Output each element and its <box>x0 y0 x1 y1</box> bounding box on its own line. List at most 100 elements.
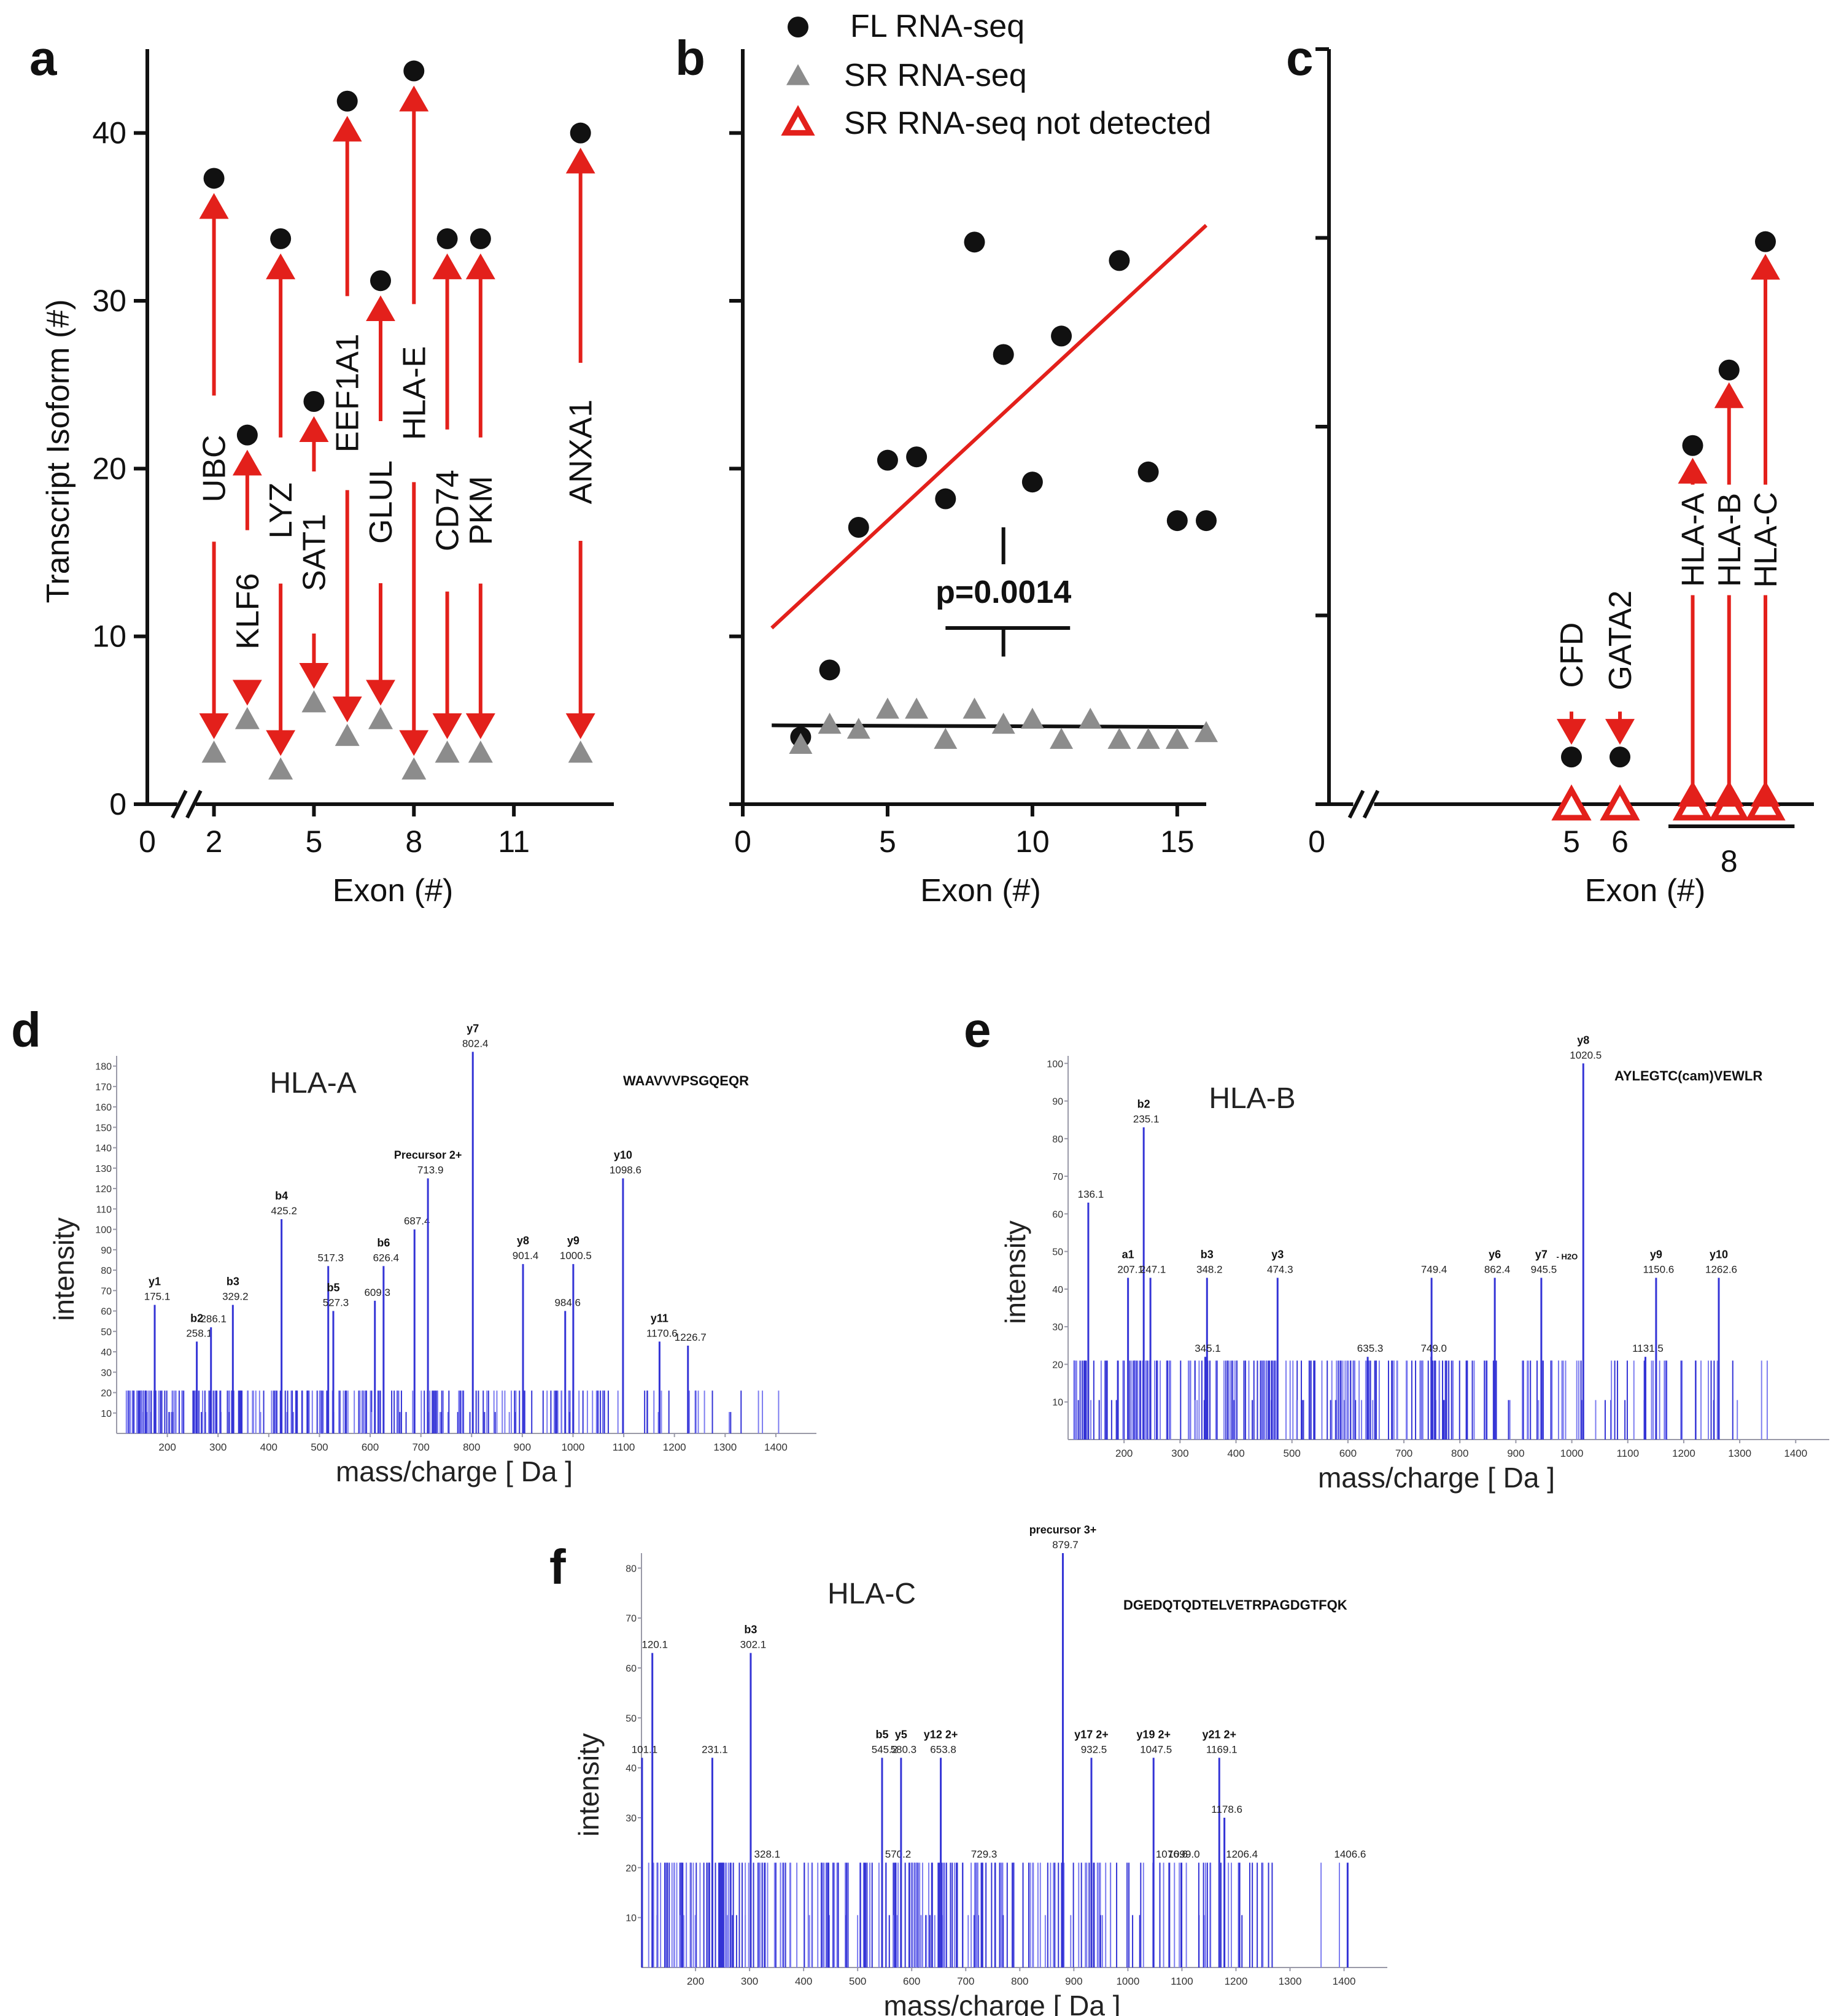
peak-ion-label: b2 <box>1137 1098 1150 1110</box>
sr-point <box>301 690 327 713</box>
sr-point <box>875 697 899 719</box>
sr-point <box>1050 727 1074 749</box>
peak-mz-label: 1000.5 <box>560 1250 592 1262</box>
peak-ion-label: y11 <box>651 1312 668 1324</box>
fl-point <box>1196 510 1217 532</box>
nd-point <box>1672 784 1713 821</box>
peak-mz-label: 474.3 <box>1267 1264 1293 1276</box>
peak-mz-label: 517.3 <box>317 1252 344 1263</box>
peak-ion-label: y8 <box>1577 1034 1589 1046</box>
peak-mz-label: 207.1 <box>1117 1264 1144 1276</box>
x-tick-label: 1400 <box>1333 1975 1356 1987</box>
x-tick-label-group: 8 <box>1721 844 1738 878</box>
x-tick-label: 5 <box>306 824 323 859</box>
y-tick-label: 100 <box>95 1225 112 1236</box>
peak-mz-label: 626.4 <box>373 1252 400 1263</box>
peak-mz-label: 136.1 <box>1078 1188 1104 1200</box>
sr-point <box>435 740 460 763</box>
peak-mz-label: 235.1 <box>1133 1113 1160 1125</box>
x-tick-label: 0 <box>734 824 751 859</box>
peak-ion-label: y5 <box>895 1728 907 1740</box>
peak-mz-label: 1099.0 <box>1168 1848 1200 1860</box>
legend: FL RNA-seq SR RNA-seq SR RNA-seq not detec… <box>781 9 1211 141</box>
peak-mz-label: 328.1 <box>754 1848 781 1860</box>
peak-mz-label: 653.8 <box>930 1743 956 1755</box>
x-tick-label: 5 <box>1563 824 1580 859</box>
x-axis-label: Exon (#) <box>333 873 454 909</box>
peak-ion-label: y17 2+ <box>1074 1728 1109 1740</box>
gene-label: CD74 <box>430 470 466 551</box>
y-tick-label: 30 <box>626 1813 637 1824</box>
y-tick-label: 60 <box>1052 1209 1063 1220</box>
peak-mz-label: 247.1 <box>1140 1264 1166 1276</box>
x-tick-label: 1100 <box>1171 1975 1193 1987</box>
panel-letter-e: e <box>964 1002 991 1057</box>
fl-point <box>819 659 840 681</box>
peak-mz-label: 729.3 <box>971 1848 998 1860</box>
x-tick-label: 700 <box>1395 1448 1412 1459</box>
y-tick-label: 30 <box>101 1368 112 1378</box>
legend-fl-label: FL RNA-seq <box>850 9 1025 44</box>
legend-sr-marker <box>786 64 810 85</box>
y-tick-label: 40 <box>101 1347 112 1358</box>
y-tick-label: 20 <box>92 451 126 486</box>
peak-ion-label: b3 <box>744 1624 757 1636</box>
peak-ion-label: y9 <box>567 1235 579 1247</box>
x-tick-label: 1200 <box>663 1441 686 1453</box>
peak-mz-label: 749.4 <box>1421 1264 1447 1276</box>
x-tick-label: 700 <box>412 1441 429 1453</box>
x-axis-label: mass/charge [ Da ] <box>336 1456 573 1487</box>
fl-point <box>1718 359 1740 381</box>
peak-mz-label: 527.3 <box>323 1297 349 1309</box>
x-tick-label: 300 <box>741 1975 758 1987</box>
x-tick-label: 800 <box>1451 1448 1468 1459</box>
sr-point <box>1020 707 1044 729</box>
x-tick-label: 1100 <box>613 1441 635 1453</box>
legend-nd-marker <box>781 105 815 136</box>
legend-nd-label: SR RNA-seq not detected <box>844 106 1211 141</box>
y-axis-label: intensity <box>573 1733 605 1837</box>
axis-break-mark <box>171 789 188 819</box>
y-tick-label: 70 <box>626 1614 637 1624</box>
fl-point <box>964 231 985 253</box>
x-tick-label: 300 <box>209 1441 227 1453</box>
fl-point <box>848 517 869 538</box>
peak-mz-label: 1262.6 <box>1705 1264 1737 1276</box>
x-tick-label: 500 <box>1284 1448 1301 1459</box>
y-tick-label: 60 <box>101 1307 112 1317</box>
sr-point <box>934 727 958 749</box>
peak-ion-label: y7 <box>467 1022 479 1034</box>
fl-point <box>570 122 591 144</box>
peak-mz-label: 345.1 <box>1195 1343 1221 1354</box>
peak-mz-label: 1131.5 <box>1632 1343 1664 1354</box>
y-tick-label: 10 <box>101 1409 112 1419</box>
nd-point <box>1551 784 1592 821</box>
x-tick-label: 500 <box>311 1441 328 1453</box>
y-tick-label: 80 <box>626 1564 637 1574</box>
gene-label: GATA2 <box>1603 591 1638 691</box>
x-tick-label: 10 <box>1015 824 1050 859</box>
peak-ion-suffix: - H2O <box>1557 1252 1578 1262</box>
peak-mz-label: 932.5 <box>1081 1743 1107 1755</box>
x-tick-label: 1000 <box>562 1441 585 1453</box>
fl-point <box>336 90 358 112</box>
x-tick-label: 8 <box>405 824 422 859</box>
y-tick-label: 40 <box>1052 1285 1063 1295</box>
fl-point <box>993 344 1014 365</box>
x-tick-label: 1300 <box>1728 1448 1751 1459</box>
peak-mz-label: 302.1 <box>740 1639 767 1651</box>
peak-ion-label: y19 2+ <box>1136 1728 1171 1740</box>
peak-ion-label: b4 <box>275 1190 288 1202</box>
peak-ion-label: y8 <box>517 1235 529 1247</box>
x-axis-label: Exon (#) <box>1585 873 1706 909</box>
peak-mz-label: 635.3 <box>1357 1343 1384 1354</box>
y-axis-label: Transcript Isoform (#) <box>41 299 76 603</box>
gene-label: KLF6 <box>230 573 266 649</box>
sr-point <box>963 697 986 719</box>
panel-letter-c: c <box>1286 31 1314 85</box>
x-tick-label: 800 <box>463 1441 480 1453</box>
peak-mz-label: 545.2 <box>872 1743 898 1755</box>
gene-label: UBC <box>197 435 233 502</box>
y-tick-label: 60 <box>626 1664 637 1674</box>
y-tick-label: 120 <box>95 1184 112 1195</box>
